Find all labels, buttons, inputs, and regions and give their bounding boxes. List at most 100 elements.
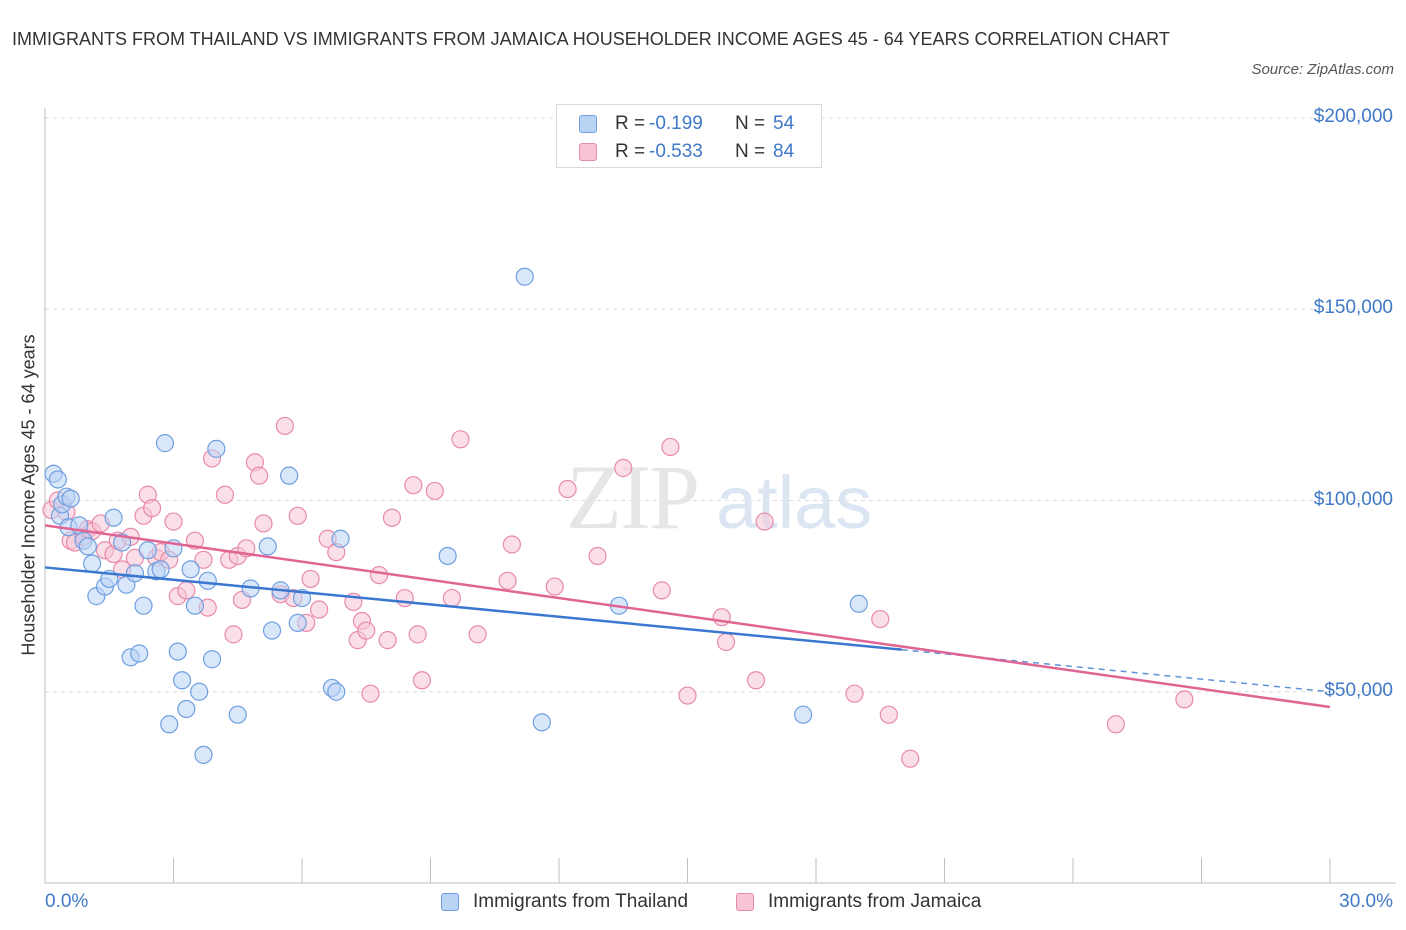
thailand-point — [125, 564, 145, 583]
jamaica-point — [502, 535, 521, 554]
jamaica-point — [250, 466, 269, 485]
jamaica-point — [194, 550, 213, 569]
jamaica-point — [901, 749, 920, 768]
thailand-point — [61, 489, 80, 508]
jamaica-point — [408, 625, 427, 644]
thailand-point — [198, 571, 217, 590]
jamaica-n-value: 84 — [773, 141, 795, 162]
jamaica-point — [142, 499, 162, 518]
jamaica-point — [442, 588, 462, 608]
jamaica-point — [164, 512, 183, 531]
axes — [44, 108, 1396, 884]
thailand-point — [327, 682, 346, 701]
thailand-point — [138, 541, 157, 560]
stats-legend: R = -0.199 N = 54 R = -0.533 N = 84 — [556, 104, 822, 168]
jamaica-point — [614, 458, 633, 478]
source-credit: Source: ZipAtlas.com — [1251, 61, 1394, 78]
thailand-point — [292, 588, 312, 608]
thailand-point — [151, 560, 170, 579]
jamaica-point — [357, 621, 376, 640]
thailand-point — [194, 745, 213, 764]
thailand-point — [177, 699, 196, 719]
thailand-point — [155, 434, 175, 453]
jamaica-point — [1175, 690, 1194, 709]
thailand-point — [130, 644, 149, 663]
y-tick-label: $200,000 — [1313, 106, 1393, 127]
thailand-point — [288, 613, 307, 633]
thailand-point — [160, 715, 179, 734]
jamaica-point — [378, 631, 397, 650]
thailand-point — [168, 642, 187, 661]
thailand-point — [331, 529, 350, 548]
jamaica-point — [395, 588, 414, 608]
thailand-swatch — [579, 115, 597, 133]
jamaica-point — [871, 609, 890, 629]
jamaica-point — [310, 600, 329, 619]
jamaica-point — [404, 476, 423, 495]
n-label: N = — [735, 141, 766, 162]
thailand-point — [172, 671, 192, 690]
y-tick-label: $150,000 — [1313, 297, 1393, 319]
thailand-point — [228, 705, 247, 724]
thailand-point — [202, 650, 222, 669]
jamaica-point — [275, 416, 294, 436]
jamaica-point — [678, 686, 697, 705]
thailand-point — [83, 554, 102, 573]
jamaica-point — [370, 565, 389, 585]
jamaica-point — [1106, 715, 1125, 734]
thailand-n-value: 54 — [773, 113, 795, 134]
jamaica-point — [361, 684, 380, 703]
thailand-point — [190, 682, 209, 701]
jamaica-legend-swatch — [736, 893, 754, 911]
jamaica-point — [412, 671, 432, 690]
jamaica-point — [746, 671, 766, 690]
watermark-zip: ZIP — [566, 446, 698, 548]
thailand-point — [262, 621, 282, 640]
watermark: ZIP atlas — [566, 446, 872, 548]
x-tick-min: 0.0% — [45, 891, 89, 912]
thailand-trendline — [44, 566, 902, 651]
jamaica-point — [558, 479, 577, 499]
thailand-points — [44, 267, 868, 764]
thailand-point — [794, 705, 813, 724]
jamaica-point — [382, 508, 402, 527]
n-label: N = — [735, 113, 766, 134]
jamaica-point — [288, 506, 307, 525]
jamaica-point — [879, 705, 898, 724]
thailand-point — [104, 508, 123, 527]
thailand-point — [112, 533, 132, 552]
trendlines — [44, 524, 1331, 709]
thailand-point — [438, 546, 457, 566]
thailand-legend-swatch — [441, 893, 459, 911]
jamaica-point — [661, 437, 680, 457]
watermark-atlas: atlas — [716, 461, 872, 544]
jamaica-point — [224, 625, 243, 644]
jamaica-r-value: -0.533 — [649, 141, 703, 162]
jamaica-trendline — [44, 524, 1331, 709]
thailand-point — [849, 594, 868, 613]
jamaica-point — [177, 581, 196, 600]
thailand-point — [515, 267, 534, 286]
jamaica-point — [254, 514, 273, 533]
x-tick-max: 30.0% — [1339, 891, 1393, 912]
y-axis-label: Householder Income Ages 45 - 64 years — [18, 334, 39, 656]
thailand-point — [258, 537, 277, 556]
thailand-point — [134, 596, 153, 615]
thailand-point — [207, 439, 226, 458]
thailand-point — [181, 560, 200, 579]
jamaica-swatch — [579, 143, 597, 161]
jamaica-point — [545, 577, 564, 596]
jamaica-point — [652, 581, 671, 600]
chart-title: IMMIGRANTS FROM THAILAND VS IMMIGRANTS F… — [12, 29, 1170, 49]
thailand-legend-label: Immigrants from Thailand — [473, 891, 689, 912]
jamaica-point — [588, 546, 607, 566]
jamaica-point — [425, 481, 444, 501]
r-label: R = — [615, 113, 646, 134]
jamaica-points — [42, 416, 1194, 768]
thailand-r-value: -0.199 — [649, 113, 703, 134]
jamaica-point — [716, 632, 736, 652]
thailand-point — [78, 537, 97, 556]
jamaica-point — [755, 512, 774, 531]
thailand-point — [48, 470, 67, 489]
jamaica-legend-label: Immigrants from Jamaica — [768, 891, 982, 912]
